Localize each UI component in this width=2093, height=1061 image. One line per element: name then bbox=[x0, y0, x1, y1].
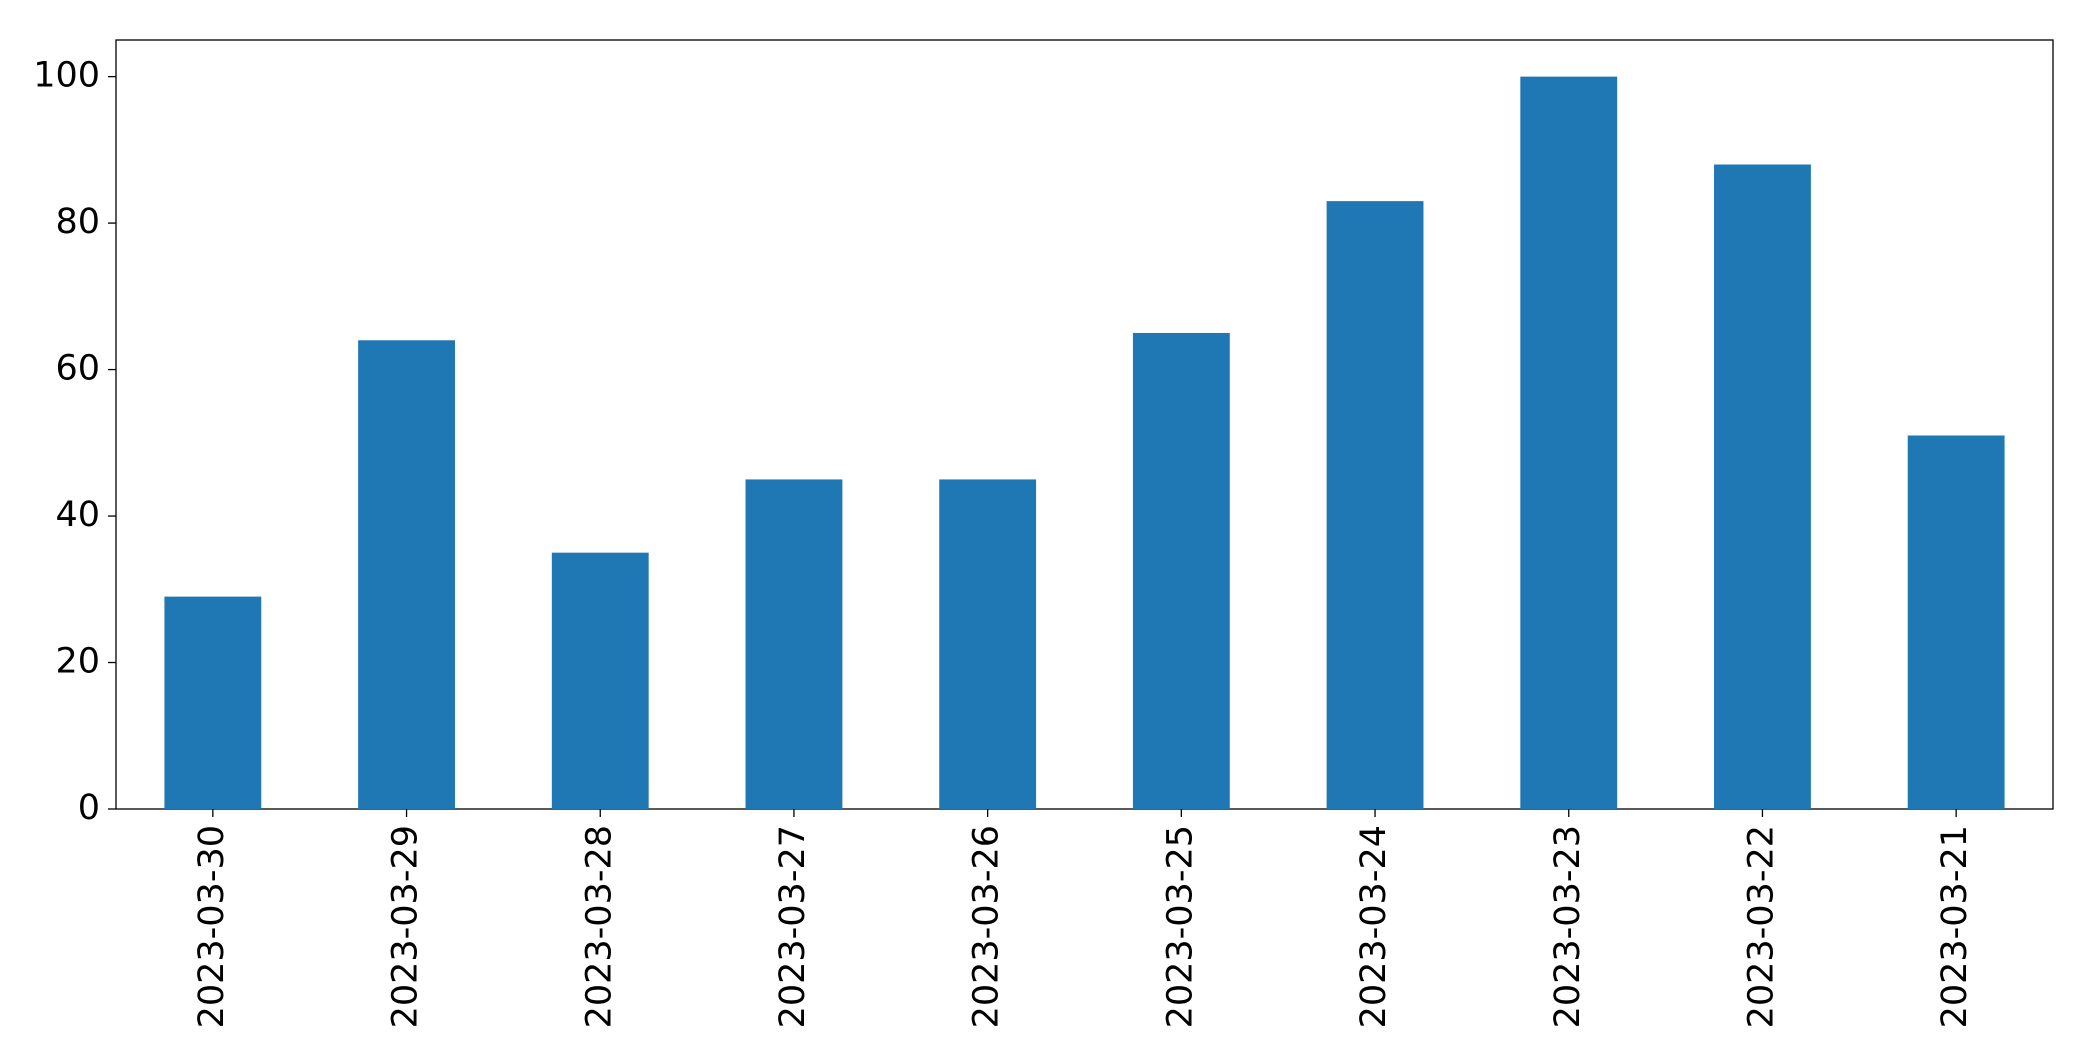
y-tick-label: 40 bbox=[55, 495, 100, 535]
bar bbox=[1132, 332, 1230, 809]
axes-frame bbox=[115, 39, 2054, 810]
x-tick-label: 2023-03-28 bbox=[579, 825, 619, 1028]
bar bbox=[1907, 435, 2005, 809]
bar bbox=[1520, 76, 1618, 810]
x-tick-label: 2023-03-23 bbox=[1548, 825, 1588, 1028]
x-tick-label: 2023-03-27 bbox=[773, 825, 813, 1028]
bar bbox=[358, 340, 455, 809]
x-tick-label: 2023-03-29 bbox=[386, 825, 426, 1028]
bar bbox=[1326, 201, 1424, 810]
x-tick-label: 2023-03-30 bbox=[192, 825, 232, 1028]
y-tick-label: 0 bbox=[78, 788, 100, 828]
x-tick-label: 2023-03-25 bbox=[1160, 825, 1200, 1028]
y-tick-label: 100 bbox=[33, 56, 100, 96]
y-tick-label: 80 bbox=[55, 202, 100, 242]
bar bbox=[1714, 164, 1811, 809]
bar bbox=[551, 552, 649, 809]
x-tick-label: 2023-03-22 bbox=[1741, 825, 1781, 1028]
y-tick-label: 20 bbox=[55, 642, 100, 682]
bar bbox=[164, 596, 262, 809]
x-tick-label: 2023-03-21 bbox=[1935, 825, 1975, 1028]
x-tick-label: 2023-03-24 bbox=[1354, 825, 1394, 1028]
y-tick-label: 60 bbox=[55, 349, 100, 389]
bar bbox=[745, 479, 843, 809]
x-tick-label: 2023-03-26 bbox=[967, 825, 1007, 1028]
bar bbox=[939, 479, 1037, 809]
